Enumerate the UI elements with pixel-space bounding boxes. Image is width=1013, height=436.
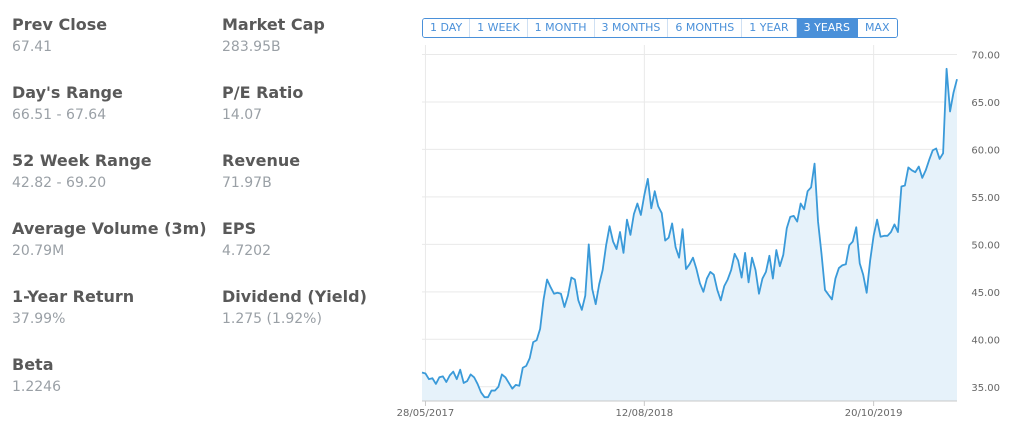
stat-label: Average Volume (3m) — [12, 219, 207, 238]
range-tab-max[interactable]: MAX — [857, 19, 897, 37]
range-tab-3-years[interactable]: 3 YEARS — [796, 19, 858, 37]
stat-revenue: Revenue 71.97B — [222, 150, 422, 194]
stat-label: Prev Close — [12, 15, 108, 34]
x-tick-label: 28/05/2017 — [397, 408, 455, 419]
y-tick-label: 35.00 — [971, 383, 1000, 394]
stat-days-range: Day's Range 66.51 - 67.64 — [12, 82, 212, 126]
stat-label: Beta — [12, 355, 54, 374]
stat-dividend-yield: Dividend (Yield) 1.275 (1.92%) — [222, 286, 422, 330]
range-tab-1-year[interactable]: 1 YEAR — [742, 19, 797, 37]
stat-beta: Beta 1.2246 — [12, 354, 212, 398]
x-tick-label: 20/10/2019 — [845, 408, 903, 419]
stat-value: 1.275 (1.92%) — [222, 311, 322, 327]
stat-label: Dividend (Yield) — [222, 287, 367, 306]
stat-label: EPS — [222, 219, 257, 238]
y-tick-label: 45.00 — [971, 288, 1000, 299]
stat-label: Day's Range — [12, 83, 123, 102]
stat-label: 52 Week Range — [12, 151, 152, 170]
range-tab-1-month[interactable]: 1 MONTH — [527, 19, 595, 37]
stat-label: 1-Year Return — [12, 287, 135, 306]
stat-value: 4.7202 — [222, 243, 271, 259]
stat-market-cap: Market Cap 283.95B — [222, 14, 422, 58]
key-stats-panel: Prev Close 67.41 Market Cap 283.95B Day'… — [12, 14, 402, 414]
stat-label: P/E Ratio — [222, 83, 304, 102]
stat-pe-ratio: P/E Ratio 14.07 — [222, 82, 422, 126]
range-tab-3-months[interactable]: 3 MONTHS — [594, 19, 669, 37]
stat-value: 283.95B — [222, 39, 281, 55]
stat-value: 66.51 - 67.64 — [12, 107, 107, 123]
y-tick-label: 70.00 — [971, 50, 1000, 61]
stat-value: 42.82 - 69.20 — [12, 175, 107, 191]
stat-value: 20.79M — [12, 243, 65, 259]
stat-label: Market Cap — [222, 15, 325, 34]
y-tick-label: 65.00 — [971, 98, 1000, 109]
x-tick-label: 12/08/2018 — [616, 408, 674, 419]
range-tab-6-months[interactable]: 6 MONTHS — [668, 19, 743, 37]
stat-value: 1.2246 — [12, 379, 61, 395]
y-tick-label: 55.00 — [971, 193, 1000, 204]
range-tab-1-day[interactable]: 1 DAY — [423, 19, 471, 37]
stat-eps: EPS 4.7202 — [222, 218, 422, 262]
y-tick-label: 40.00 — [971, 335, 1000, 346]
stat-1-year-return: 1-Year Return 37.99% — [12, 286, 212, 330]
stat-value: 14.07 — [222, 107, 263, 123]
stat-average-volume: Average Volume (3m) 20.79M — [12, 218, 212, 262]
price-line — [421, 67, 958, 399]
stat-value: 37.99% — [12, 311, 66, 327]
price-area-fill — [422, 68, 957, 401]
stat-prev-close: Prev Close 67.41 — [12, 14, 212, 58]
range-tab-1-week[interactable]: 1 WEEK — [470, 19, 528, 37]
y-tick-label: 50.00 — [971, 240, 1000, 251]
time-range-selector: 1 DAY 1 WEEK 1 MONTH 3 MONTHS 6 MONTHS 1… — [422, 18, 898, 38]
stat-label: Revenue — [222, 151, 301, 170]
stat-value: 71.97B — [222, 175, 272, 191]
y-tick-label: 60.00 — [971, 145, 1000, 156]
stat-52-week-range: 52 Week Range 42.82 - 69.20 — [12, 150, 212, 194]
stat-value: 67.41 — [12, 39, 53, 55]
